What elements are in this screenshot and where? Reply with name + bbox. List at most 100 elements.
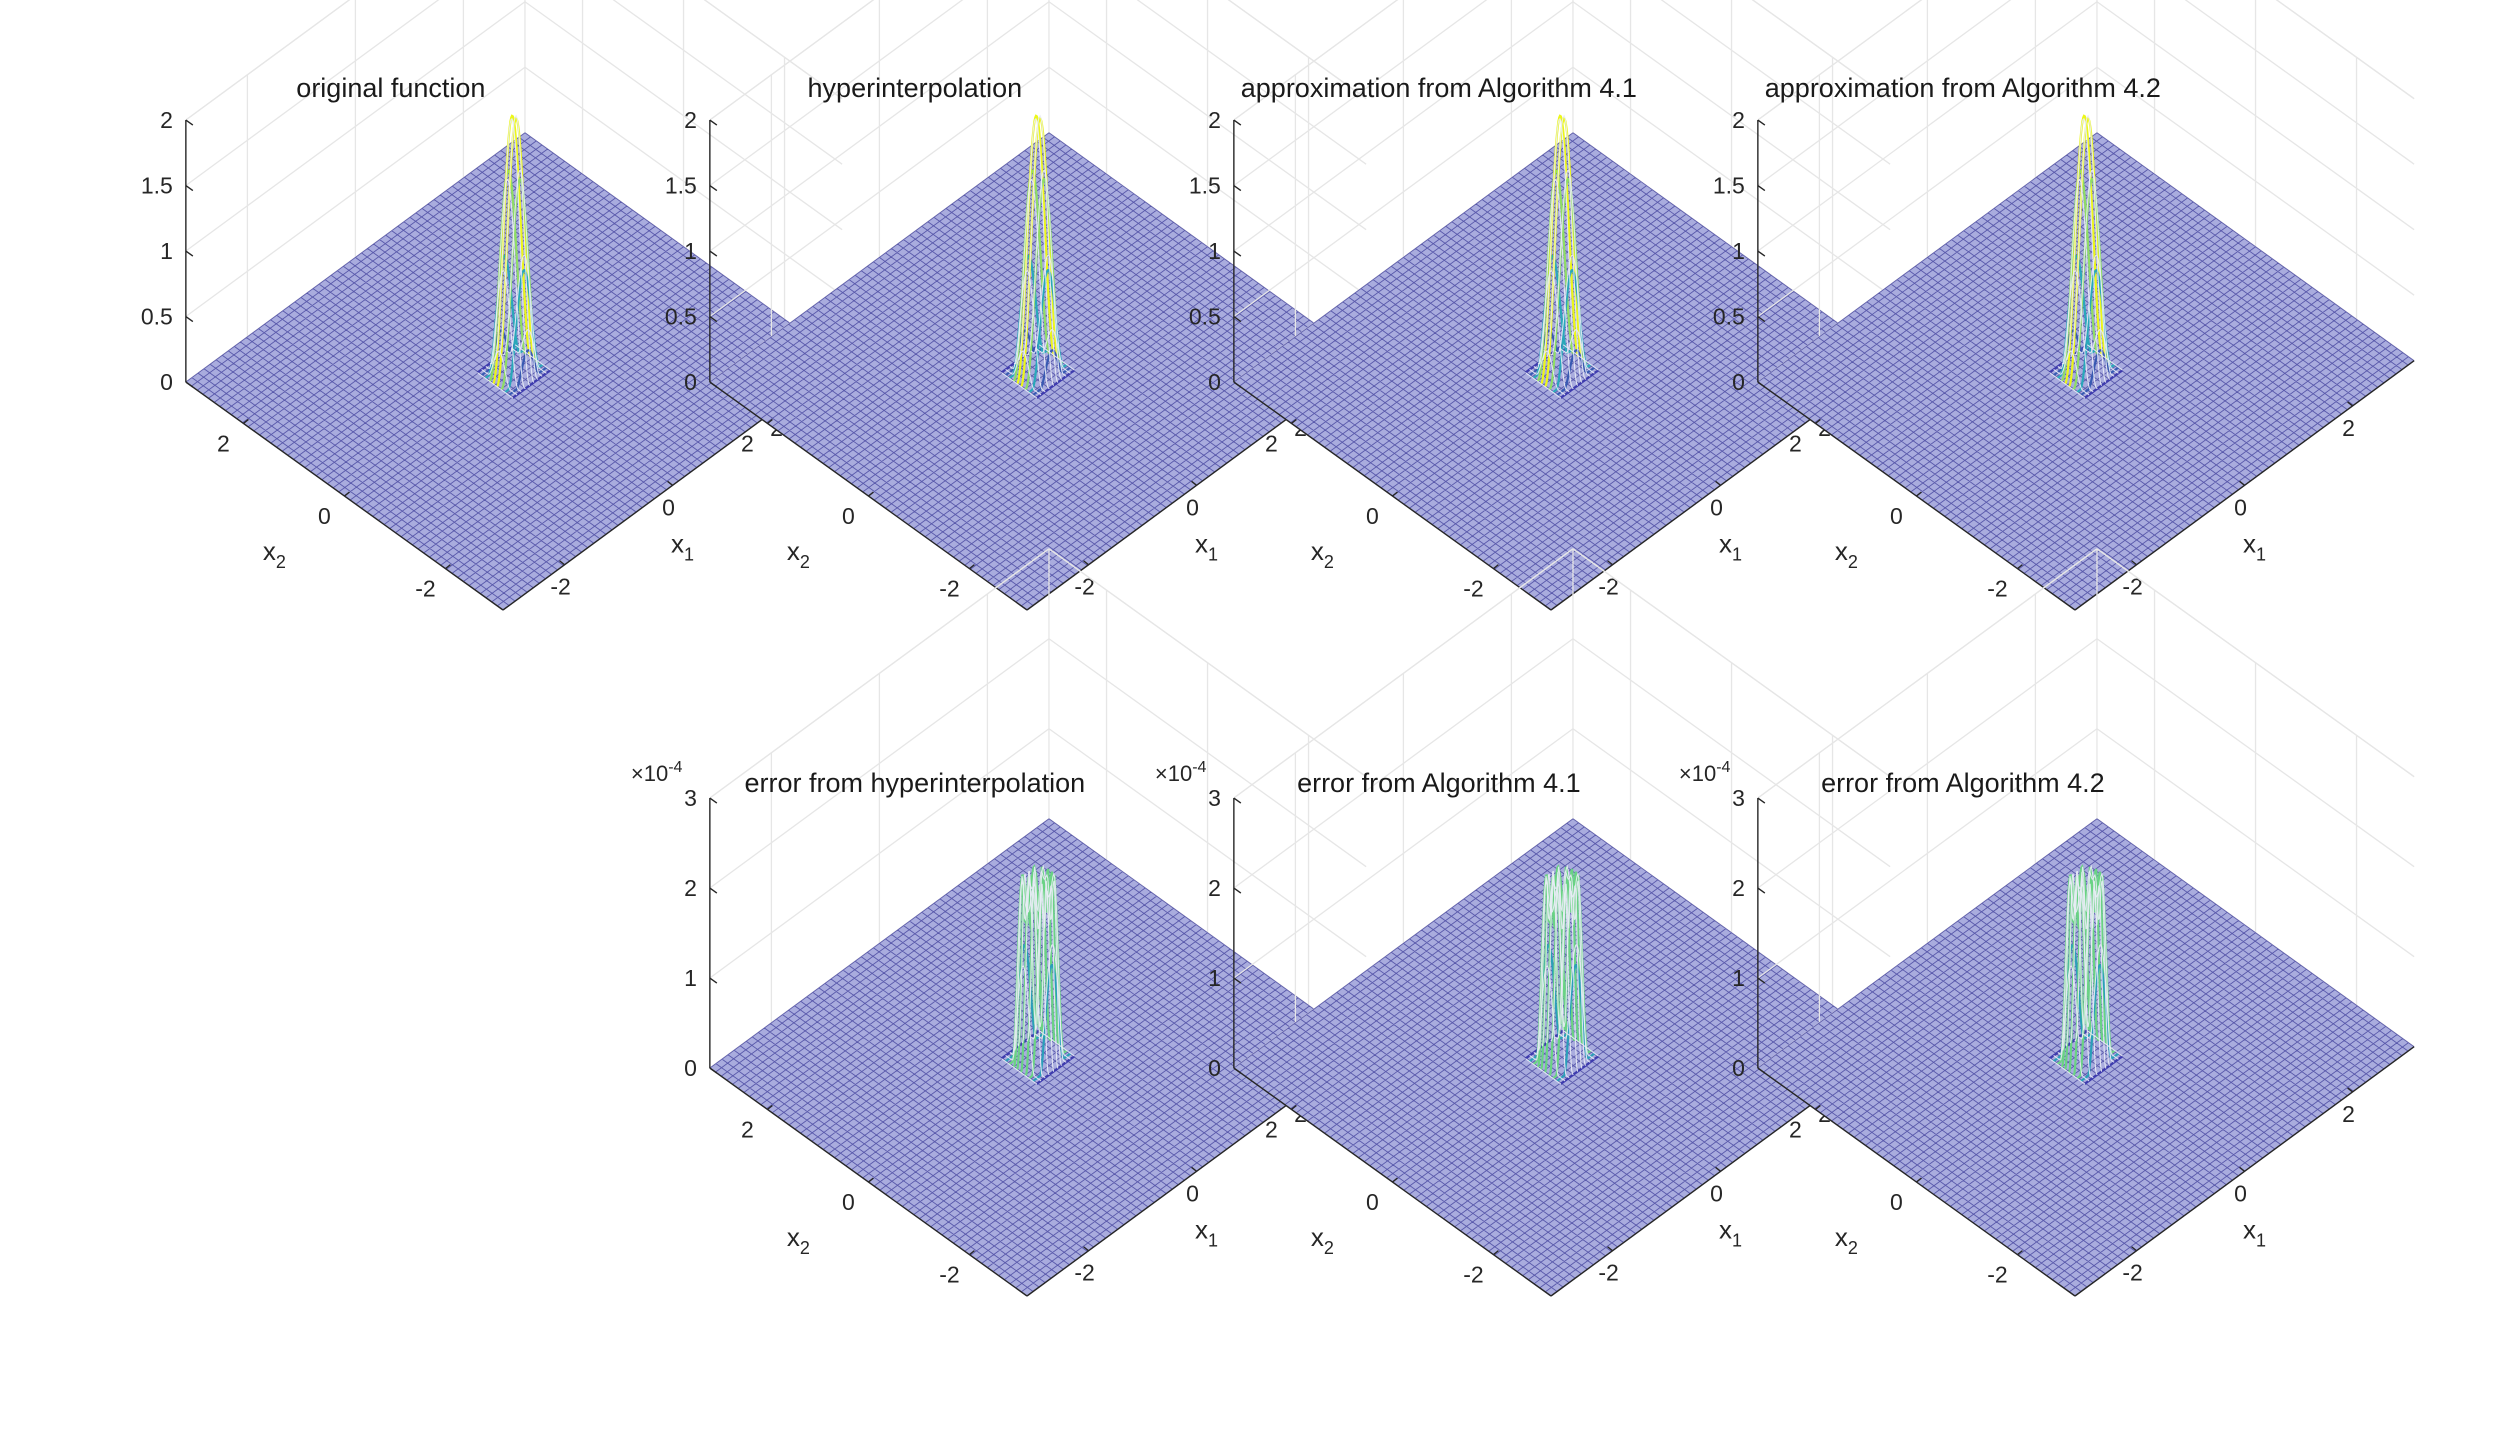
y-tick-label: -2 bbox=[415, 576, 435, 602]
y-axis-label: x2 bbox=[1835, 536, 1858, 572]
y-tick bbox=[1915, 491, 1922, 497]
gridline bbox=[1048, 638, 1367, 868]
peak-line-cross bbox=[502, 169, 539, 380]
z-tick-label: 0.5 bbox=[665, 304, 697, 330]
z-exponent-label: ×10-4 bbox=[631, 759, 683, 786]
y-tick bbox=[867, 1177, 874, 1183]
peak-line-cross bbox=[1554, 254, 1591, 377]
z-tick bbox=[185, 381, 194, 388]
z-tick bbox=[1233, 315, 1242, 323]
z-tick-label: 3 bbox=[684, 785, 697, 811]
peak-line-cross bbox=[1030, 254, 1067, 377]
z-tick bbox=[1757, 119, 1766, 126]
peak-line bbox=[1032, 963, 1072, 1083]
subplot-title: error from hyperinterpolation bbox=[745, 768, 1086, 798]
x-tick-label: 2 bbox=[2342, 1101, 2355, 1127]
x-tick bbox=[2347, 401, 2353, 407]
gridline bbox=[709, 0, 875, 121]
gridline bbox=[1660, 0, 1891, 165]
peak-line-cross bbox=[1021, 870, 1059, 1069]
z-tick-label: 1 bbox=[1208, 965, 1221, 991]
x-tick-label: -2 bbox=[1598, 574, 1618, 600]
y-axis-label: x2 bbox=[1311, 1222, 1334, 1258]
surface-peak bbox=[2048, 864, 2124, 1085]
y-tick-label: 0 bbox=[1366, 503, 1379, 529]
x-tick-label: 2 bbox=[2342, 415, 2355, 441]
z-tick bbox=[709, 250, 718, 257]
peak-line bbox=[2048, 1029, 2088, 1060]
y-axis bbox=[1757, 381, 2076, 611]
z-tick-label: 1.5 bbox=[665, 173, 697, 199]
z-tick bbox=[1233, 119, 1242, 126]
y-tick-label: 2 bbox=[1265, 430, 1278, 456]
z-tick bbox=[709, 184, 718, 192]
z-tick-label: 0 bbox=[160, 369, 173, 395]
peak-line-cross bbox=[493, 117, 531, 386]
gridline bbox=[1233, 0, 1488, 187]
y-tick bbox=[1391, 1177, 1398, 1183]
y-tick-label: 2 bbox=[1265, 1116, 1278, 1142]
gridline bbox=[703, 0, 843, 100]
peak-line bbox=[508, 349, 548, 397]
subplot-4: 0 0.5 1 1.5 2 -2 0 2 -2 0 2 x1 x2 approximation from … bbox=[1713, 0, 2415, 611]
peak-line-cross bbox=[2086, 1030, 2123, 1057]
peak-line bbox=[1524, 1029, 1564, 1060]
z-tick-label: 1 bbox=[684, 238, 697, 264]
z-exponent-label: ×10-4 bbox=[1679, 759, 1731, 786]
peak-line-cross bbox=[2070, 114, 2107, 383]
y-tick-label: 0 bbox=[1366, 1189, 1379, 1215]
x-tick-label: 0 bbox=[662, 494, 675, 520]
y-tick bbox=[1391, 491, 1398, 497]
peak-line-cross bbox=[1529, 965, 1566, 1082]
peak-line-cross bbox=[1022, 114, 1059, 383]
peak-line bbox=[1000, 1029, 1040, 1060]
z-tick-label: 0.5 bbox=[1189, 304, 1221, 330]
gridline bbox=[1757, 728, 2098, 979]
y-tick bbox=[2016, 1250, 2023, 1256]
z-tick bbox=[709, 315, 718, 323]
x-tick bbox=[1191, 480, 1197, 486]
gridline bbox=[1233, 548, 1574, 799]
gridline bbox=[185, 66, 526, 318]
z-tick bbox=[1233, 250, 1242, 257]
z-tick bbox=[709, 381, 718, 388]
peak-line-cross bbox=[1034, 943, 1071, 1060]
gridline bbox=[1048, 1, 1367, 231]
y-tick bbox=[766, 418, 773, 424]
y-tick-label: 2 bbox=[1789, 430, 1802, 456]
gridline bbox=[1757, 0, 1923, 121]
x-tick-label: -2 bbox=[1598, 1260, 1618, 1286]
z-tick-label: 0 bbox=[1208, 1055, 1221, 1081]
z-tick bbox=[709, 887, 718, 894]
y-tick bbox=[968, 564, 975, 570]
peak-line-cross bbox=[1001, 372, 1038, 399]
y-tick-label: 0 bbox=[842, 503, 855, 529]
z-tick-label: 1 bbox=[160, 238, 173, 264]
peak-line-cross bbox=[1550, 169, 1587, 380]
z-tick-label: 1 bbox=[684, 965, 697, 991]
gridline bbox=[2184, 0, 2415, 165]
peak-line-cross bbox=[1537, 178, 1574, 390]
gridline bbox=[709, 66, 1050, 318]
surface-peak bbox=[1000, 864, 1076, 1085]
gridline bbox=[2096, 66, 2415, 296]
gridline bbox=[185, 0, 440, 187]
gridline bbox=[709, 728, 1050, 979]
z-tick bbox=[709, 119, 718, 126]
z-tick-label: 0.5 bbox=[1713, 304, 1745, 330]
peak-line bbox=[1556, 349, 1596, 397]
peak-line-cross bbox=[1550, 866, 1587, 1066]
x-tick bbox=[2131, 1246, 2137, 1252]
x-axis-label: x1 bbox=[2243, 528, 2266, 564]
y-axis-label: x2 bbox=[263, 536, 286, 572]
z-tick bbox=[1233, 797, 1242, 804]
z-tick bbox=[1757, 797, 1766, 804]
z-tick bbox=[185, 250, 194, 257]
z-tick-label: 0 bbox=[1732, 1055, 1745, 1081]
subplot-2: 0 0.5 1 1.5 2 -2 0 2 -2 0 2 x1 x2 hyperinterpolation bbox=[665, 0, 1367, 611]
subplot-7: 0 1 2 3 -2 0 2 -2 0 2 x1 x2 ×10-4 error from Algorith… bbox=[1679, 548, 2415, 1297]
z-exponent-label: ×10-4 bbox=[1155, 759, 1207, 786]
x-axis-label: x1 bbox=[1195, 1214, 1218, 1250]
peak-line bbox=[1528, 944, 1568, 1063]
